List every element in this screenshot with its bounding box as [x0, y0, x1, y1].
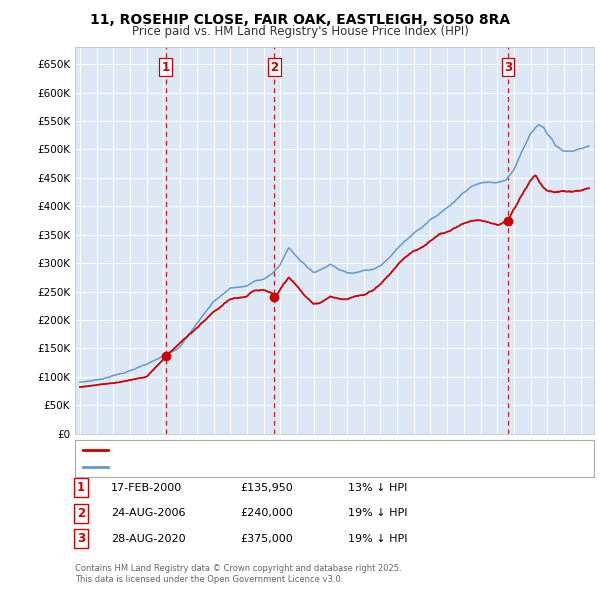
Text: 1: 1: [77, 481, 85, 494]
Text: Price paid vs. HM Land Registry's House Price Index (HPI): Price paid vs. HM Land Registry's House …: [131, 25, 469, 38]
Text: £375,000: £375,000: [240, 534, 293, 543]
Text: £135,950: £135,950: [240, 483, 293, 493]
Text: £240,000: £240,000: [240, 509, 293, 518]
Text: 2: 2: [77, 507, 85, 520]
Text: 1: 1: [161, 61, 170, 74]
Text: HPI: Average price, detached house, Eastleigh: HPI: Average price, detached house, East…: [111, 462, 344, 472]
Text: 19% ↓ HPI: 19% ↓ HPI: [348, 534, 407, 543]
Text: 13% ↓ HPI: 13% ↓ HPI: [348, 483, 407, 493]
Text: 17-FEB-2000: 17-FEB-2000: [111, 483, 182, 493]
Text: 19% ↓ HPI: 19% ↓ HPI: [348, 509, 407, 518]
Text: 2: 2: [271, 61, 278, 74]
Text: 3: 3: [504, 61, 512, 74]
Text: 3: 3: [77, 532, 85, 545]
Text: 24-AUG-2006: 24-AUG-2006: [111, 509, 185, 518]
Text: This data is licensed under the Open Government Licence v3.0.: This data is licensed under the Open Gov…: [75, 575, 343, 584]
Text: 11, ROSEHIP CLOSE, FAIR OAK, EASTLEIGH, SO50 8RA (detached house): 11, ROSEHIP CLOSE, FAIR OAK, EASTLEIGH, …: [111, 445, 475, 455]
Text: 11, ROSEHIP CLOSE, FAIR OAK, EASTLEIGH, SO50 8RA: 11, ROSEHIP CLOSE, FAIR OAK, EASTLEIGH, …: [90, 13, 510, 27]
Text: Contains HM Land Registry data © Crown copyright and database right 2025.: Contains HM Land Registry data © Crown c…: [75, 565, 401, 573]
Text: 28-AUG-2020: 28-AUG-2020: [111, 534, 185, 543]
